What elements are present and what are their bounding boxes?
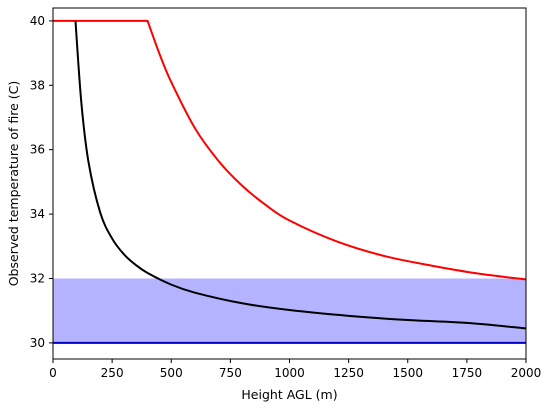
x-tick-label: 500	[160, 366, 183, 380]
y-tick-label: 32	[30, 271, 45, 285]
x-tick-label: 750	[219, 366, 242, 380]
x-tick-label: 1750	[452, 366, 483, 380]
series-line-2	[74, 20, 527, 330]
x-tick-label: 250	[101, 366, 124, 380]
y-tick-label: 40	[30, 14, 45, 28]
x-tick-label: 1000	[274, 366, 305, 380]
series-layer	[53, 19, 527, 344]
x-tick-label: 2000	[511, 366, 542, 380]
x-axis-label: Height AGL (m)	[241, 387, 337, 402]
y-tick-label: 36	[30, 143, 45, 157]
series-line-1	[53, 19, 527, 281]
y-tick-label: 34	[30, 207, 45, 221]
x-tick-label: 0	[49, 366, 57, 380]
x-tick-label: 1250	[333, 366, 364, 380]
y-axis-label: Observed temperature of fire (C)	[6, 81, 21, 287]
x-tick-label: 1500	[392, 366, 423, 380]
x-axis-ticks: 0 250 500 750 1000 1250 1500 1750 2000	[49, 359, 541, 380]
y-tick-label: 38	[30, 78, 45, 92]
y-axis-ticks: 30 32 34 36 38 40	[30, 14, 53, 350]
y-tick-label: 30	[30, 336, 45, 350]
